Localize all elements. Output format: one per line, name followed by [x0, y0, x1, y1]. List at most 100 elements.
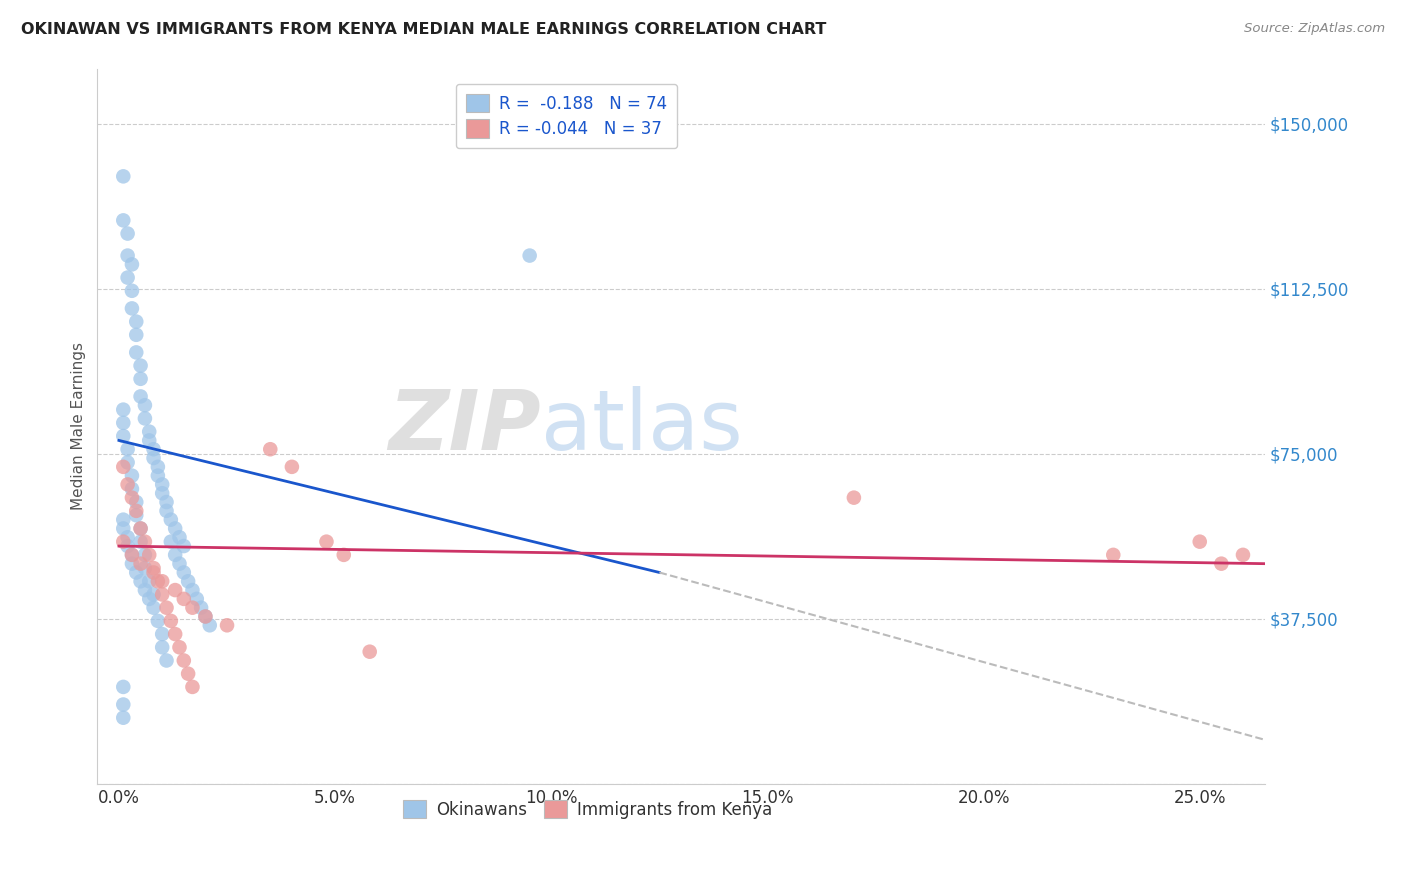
Point — [121, 257, 143, 271]
Point — [181, 600, 204, 615]
Point — [117, 455, 139, 469]
Point — [142, 561, 165, 575]
Point — [190, 600, 212, 615]
Point — [181, 583, 204, 598]
Point — [169, 640, 191, 655]
Point — [146, 468, 169, 483]
Point — [177, 666, 200, 681]
Point — [112, 459, 135, 474]
Point — [112, 534, 135, 549]
Point — [121, 301, 143, 316]
Point — [173, 539, 195, 553]
Point — [117, 249, 139, 263]
Point — [117, 442, 139, 457]
Point — [169, 530, 191, 544]
Point — [121, 557, 143, 571]
Point — [125, 315, 148, 329]
Point — [121, 482, 143, 496]
Point — [173, 566, 195, 580]
Point — [181, 680, 204, 694]
Point — [117, 477, 139, 491]
Point — [142, 442, 165, 457]
Point — [842, 491, 865, 505]
Point — [359, 645, 381, 659]
Point — [117, 530, 139, 544]
Point — [259, 442, 281, 457]
Text: OKINAWAN VS IMMIGRANTS FROM KENYA MEDIAN MALE EARNINGS CORRELATION CHART: OKINAWAN VS IMMIGRANTS FROM KENYA MEDIAN… — [21, 22, 827, 37]
Point — [332, 548, 354, 562]
Point — [129, 389, 152, 403]
Text: Source: ZipAtlas.com: Source: ZipAtlas.com — [1244, 22, 1385, 36]
Point — [112, 429, 135, 443]
Point — [134, 411, 156, 425]
Point — [177, 574, 200, 589]
Text: ZIP: ZIP — [388, 385, 541, 467]
Point — [150, 640, 173, 655]
Point — [121, 548, 143, 562]
Point — [150, 486, 173, 500]
Point — [138, 434, 160, 448]
Point — [165, 627, 187, 641]
Point — [129, 521, 152, 535]
Point — [155, 600, 177, 615]
Point — [125, 345, 148, 359]
Point — [1232, 548, 1254, 562]
Point — [315, 534, 337, 549]
Point — [142, 566, 165, 580]
Point — [150, 477, 173, 491]
Point — [117, 227, 139, 241]
Point — [150, 627, 173, 641]
Point — [519, 249, 541, 263]
Point — [146, 614, 169, 628]
Point — [129, 574, 152, 589]
Point — [165, 521, 187, 535]
Point — [142, 587, 165, 601]
Point — [173, 591, 195, 606]
Point — [134, 561, 156, 575]
Point — [160, 534, 183, 549]
Point — [125, 327, 148, 342]
Point — [165, 583, 187, 598]
Point — [117, 539, 139, 553]
Point — [186, 591, 208, 606]
Point — [150, 587, 173, 601]
Point — [112, 402, 135, 417]
Point — [112, 213, 135, 227]
Point — [125, 566, 148, 580]
Point — [194, 609, 217, 624]
Point — [160, 513, 183, 527]
Point — [112, 169, 135, 184]
Point — [1102, 548, 1125, 562]
Point — [173, 653, 195, 667]
Point — [129, 372, 152, 386]
Point — [142, 600, 165, 615]
Point — [125, 508, 148, 523]
Point — [112, 711, 135, 725]
Point — [281, 459, 304, 474]
Point — [1211, 557, 1233, 571]
Point — [1188, 534, 1211, 549]
Point — [121, 491, 143, 505]
Point — [112, 698, 135, 712]
Point — [160, 614, 183, 628]
Point — [155, 495, 177, 509]
Point — [129, 557, 152, 571]
Point — [138, 425, 160, 439]
Point — [134, 583, 156, 598]
Point — [198, 618, 221, 632]
Point — [112, 680, 135, 694]
Y-axis label: Median Male Earnings: Median Male Earnings — [72, 343, 86, 510]
Point — [121, 284, 143, 298]
Point — [129, 534, 152, 549]
Point — [142, 450, 165, 465]
Point — [138, 548, 160, 562]
Point — [112, 521, 135, 535]
Point — [138, 574, 160, 589]
Point — [112, 513, 135, 527]
Point — [165, 548, 187, 562]
Point — [134, 548, 156, 562]
Point — [155, 653, 177, 667]
Point — [125, 504, 148, 518]
Point — [134, 534, 156, 549]
Point — [169, 557, 191, 571]
